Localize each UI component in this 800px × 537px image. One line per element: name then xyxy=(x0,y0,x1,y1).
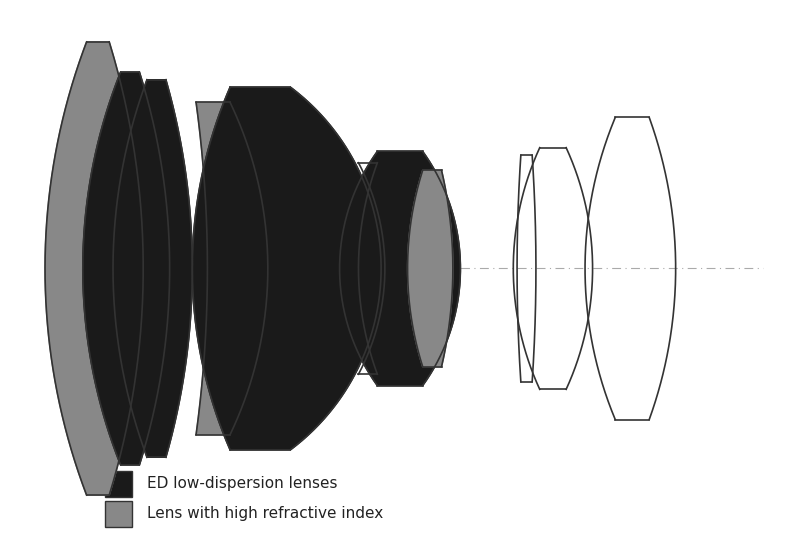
Text: ED low-dispersion lenses: ED low-dispersion lenses xyxy=(147,476,338,491)
Polygon shape xyxy=(407,170,453,367)
Polygon shape xyxy=(196,103,268,434)
Polygon shape xyxy=(83,72,170,465)
Polygon shape xyxy=(113,79,192,458)
Text: Lens with high refractive index: Lens with high refractive index xyxy=(147,506,383,521)
Polygon shape xyxy=(45,42,143,495)
Polygon shape xyxy=(358,163,385,374)
Polygon shape xyxy=(192,87,381,450)
Polygon shape xyxy=(339,151,461,386)
FancyBboxPatch shape xyxy=(106,470,132,497)
FancyBboxPatch shape xyxy=(106,500,132,527)
